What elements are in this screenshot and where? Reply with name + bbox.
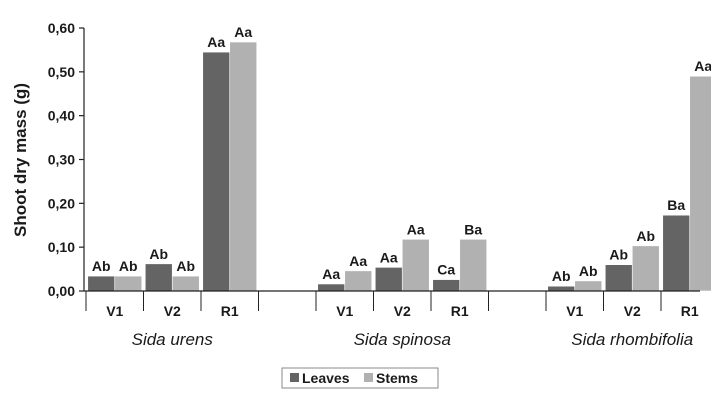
- data-label: Aa: [694, 58, 711, 74]
- x-tick-label: V2: [164, 303, 181, 319]
- y-tick-label: 0,30: [48, 152, 75, 168]
- y-tick-label: 0,10: [48, 239, 75, 255]
- data-label: Aa: [407, 221, 425, 237]
- x-tick-label: V2: [624, 303, 641, 319]
- legend-box: [281, 367, 439, 389]
- data-label: Ab: [609, 247, 628, 263]
- x-tick-label: V1: [336, 303, 353, 319]
- group-label: Sida rhombifolia: [571, 330, 693, 349]
- data-label: Ab: [636, 228, 655, 244]
- bar-leaves-r1: [662, 214, 691, 292]
- bars: Ab Ab Ab Ab Aa Aa Aa Aa Aa Aa Ca Ba Ab Ab Ab Ab Ba Aa: [87, 24, 711, 292]
- y-tick-label: 0,00: [48, 283, 75, 299]
- bar-stems-r1: [689, 75, 711, 292]
- legend-swatch-leaves: [290, 373, 299, 382]
- legend-swatch-stems: [364, 373, 373, 382]
- legend-label-stems: Stems: [376, 370, 418, 386]
- y-tick-label: 0,60: [48, 20, 75, 36]
- data-label: Aa: [380, 249, 398, 265]
- bar-stems-v2: [631, 245, 660, 292]
- legend-label-leaves: Leaves: [302, 370, 350, 386]
- group-label: Sida spinosa: [354, 330, 451, 349]
- data-label: Ab: [552, 268, 571, 284]
- x-tick-label: V2: [394, 303, 411, 319]
- y-tick-label: 0,40: [48, 108, 75, 124]
- x-tick-label: V1: [566, 303, 583, 319]
- data-label: Ab: [176, 258, 195, 274]
- bar-leaves-v1: [547, 285, 576, 292]
- y-axis-label: Shoot dry mass (g): [11, 83, 30, 237]
- x-tick-label: R1: [221, 303, 239, 319]
- group-label: Sida urens: [132, 330, 214, 349]
- bar-leaves-v1: [317, 283, 346, 292]
- x-tick-label: R1: [451, 303, 469, 319]
- data-label: Aa: [234, 24, 252, 40]
- bar-stems-r1: [229, 41, 258, 292]
- data-label: Aa: [349, 253, 367, 269]
- bar-leaves-v2: [374, 267, 403, 292]
- bar-stems-v1: [344, 270, 373, 292]
- x-tick-label: R1: [681, 303, 699, 319]
- bar-leaves-v2: [144, 263, 173, 292]
- bar-stems-v2: [171, 275, 200, 292]
- bar-leaves-v1: [87, 275, 116, 292]
- data-label: Ba: [464, 221, 482, 237]
- bar-leaves-v2: [604, 264, 633, 292]
- data-label: Ba: [667, 197, 685, 213]
- bar-leaves-r1: [202, 51, 231, 292]
- y-axis: 0,00 0,10 0,20 0,30 0,40 0,50 0,60: [48, 20, 85, 299]
- x-tick-label: V1: [106, 303, 123, 319]
- data-label: Ab: [579, 263, 598, 279]
- data-label: Ab: [119, 258, 138, 274]
- data-label: Aa: [322, 266, 340, 282]
- y-tick-label: 0,50: [48, 64, 75, 80]
- data-label: Ab: [92, 258, 111, 274]
- bar-stems-v1: [114, 275, 143, 292]
- data-label: Ab: [149, 246, 168, 262]
- y-tick-label: 0,20: [48, 195, 75, 211]
- data-label: Aa: [207, 34, 225, 50]
- bar-stems-r1: [459, 238, 488, 292]
- bar-leaves-r1: [432, 279, 461, 292]
- legend: Leaves Stems: [281, 367, 439, 389]
- bar-stems-v2: [401, 238, 430, 292]
- data-label: Ca: [437, 262, 455, 278]
- bar-stems-v1: [574, 280, 603, 292]
